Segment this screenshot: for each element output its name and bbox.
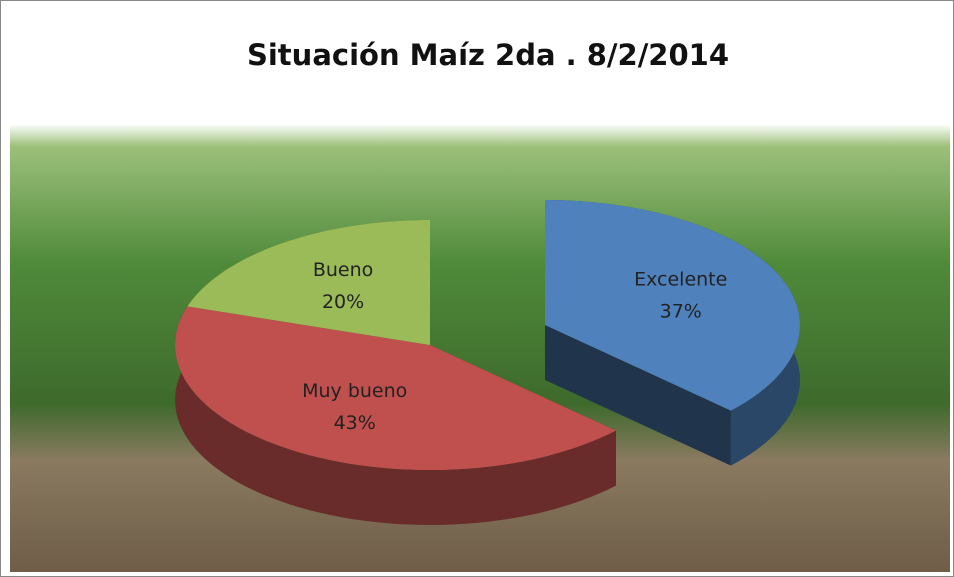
slice-category-label: Excelente [634, 269, 727, 291]
chart: Situación Maíz 2da . 8/2/2014 Excelente 3… [0, 0, 954, 577]
slice-category-label: Muy bueno [302, 380, 407, 402]
slice-value-label: 43% [334, 412, 376, 434]
slice-value-label: 37% [660, 301, 702, 323]
slice-value-label: 20% [322, 291, 364, 313]
slice-category-label: Bueno [313, 259, 373, 281]
chart-title: Situación Maíz 2da . 8/2/2014 [247, 38, 729, 72]
